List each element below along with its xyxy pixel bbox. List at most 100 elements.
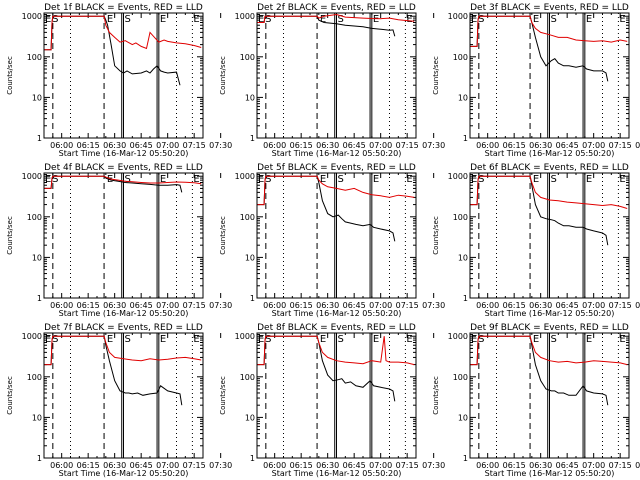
x-tick-label: 07:15 bbox=[183, 461, 206, 470]
event-marker-letter: E bbox=[45, 174, 51, 185]
y-tick-label: 1 bbox=[463, 134, 468, 143]
x-tick-label: 07:30 bbox=[422, 141, 445, 150]
detector-panel: Det 5f BLACK = Events, RED = LLD Start Ti… bbox=[219, 163, 445, 318]
y-tick-label: 100 bbox=[240, 373, 255, 382]
x-tick-label: 06:00 bbox=[50, 141, 73, 150]
x-tick-label: 07:15 bbox=[396, 461, 419, 470]
y-tick-label: 1000 bbox=[235, 332, 255, 341]
event-marker-letter: E bbox=[258, 14, 264, 25]
x-tick-label: 06:15 bbox=[77, 141, 100, 150]
event-marker-letter: E bbox=[373, 174, 379, 185]
y-tick-label: 10 bbox=[32, 253, 42, 262]
x-tick-label: 06:30 bbox=[316, 141, 339, 150]
event-marker-letter: S bbox=[52, 334, 58, 345]
plot-frame bbox=[469, 172, 630, 299]
panel-title: Det 9f BLACK = Events, RED = LLD bbox=[470, 323, 629, 333]
x-tick-label: 07:15 bbox=[609, 461, 632, 470]
y-tick-label: 10 bbox=[458, 253, 468, 262]
event-marker-letter: E bbox=[471, 174, 477, 185]
y-axis-label: Counts/sec bbox=[432, 216, 440, 255]
detector-panel: Det 2f BLACK = Events, RED = LLD Start Ti… bbox=[219, 3, 445, 158]
detector-panel: Det 6f BLACK = Events, RED = LLD Start Ti… bbox=[432, 163, 640, 318]
event-marker-letter: E bbox=[107, 14, 113, 25]
event-marker-letter: E bbox=[320, 14, 326, 25]
panel-title: Det 4f BLACK = Events, RED = LLD bbox=[44, 163, 203, 173]
y-tick-label: 1 bbox=[250, 294, 255, 303]
x-tick-label: 06:00 bbox=[263, 141, 286, 150]
y-axis-label: Counts/sec bbox=[219, 216, 227, 255]
detector-panel: Det 3f BLACK = Events, RED = LLD Start Ti… bbox=[432, 3, 640, 158]
x-tick-label: 06:30 bbox=[529, 301, 552, 310]
y-tick-label: 1 bbox=[463, 294, 468, 303]
detector-panel: Det 4f BLACK = Events, RED = LLD Start Ti… bbox=[6, 163, 232, 318]
event-marker-letter: E bbox=[258, 174, 264, 185]
y-axis-label: Counts/sec bbox=[219, 376, 227, 415]
lld-series-line bbox=[257, 13, 415, 23]
x-axis-label: Start Time (16-Mar-12 05:50:20) bbox=[272, 149, 402, 158]
x-axis-label: Start Time (16-Mar-12 05:50:20) bbox=[272, 309, 402, 318]
event-marker-letter: E bbox=[619, 174, 625, 185]
event-marker-letter: S bbox=[125, 334, 131, 345]
x-axis-label: Start Time (16-Mar-12 05:50:20) bbox=[485, 149, 615, 158]
x-tick-label: 06:15 bbox=[77, 301, 100, 310]
plot-frame bbox=[43, 332, 204, 459]
x-tick-label: 06:15 bbox=[290, 141, 313, 150]
event-marker-letter: S bbox=[478, 14, 484, 25]
y-axis-label: Counts/sec bbox=[6, 376, 14, 415]
event-marker-letter: E bbox=[373, 14, 379, 25]
event-marker-letter: E bbox=[320, 334, 326, 345]
x-tick-label: 06:15 bbox=[77, 461, 100, 470]
event-marker-letter: E bbox=[320, 174, 326, 185]
x-tick-label: 07:30 bbox=[635, 461, 640, 470]
event-marker-letter: S bbox=[265, 14, 271, 25]
event-marker-letter: E bbox=[160, 14, 166, 25]
event-marker-letter: E bbox=[160, 334, 166, 345]
x-tick-label: 06:15 bbox=[290, 461, 313, 470]
x-tick-label: 07:30 bbox=[635, 301, 640, 310]
lld-series-line bbox=[470, 335, 628, 366]
y-tick-label: 10 bbox=[245, 253, 255, 262]
x-tick-label: 06:30 bbox=[316, 301, 339, 310]
x-tick-label: 07:00 bbox=[156, 301, 179, 310]
lld-series-line bbox=[257, 335, 415, 366]
x-tick-label: 07:00 bbox=[582, 301, 605, 310]
panel-title: Det 2f BLACK = Events, RED = LLD bbox=[257, 3, 416, 13]
event-marker-letter: S bbox=[478, 174, 484, 185]
panel-title: Det 7f BLACK = Events, RED = LLD bbox=[44, 323, 203, 333]
event-marker-letter: E bbox=[160, 174, 166, 185]
event-marker-letter: E bbox=[373, 334, 379, 345]
x-tick-label: 07:15 bbox=[396, 301, 419, 310]
panel-title: Det 3f BLACK = Events, RED = LLD bbox=[470, 3, 629, 13]
y-axis-label: Counts/sec bbox=[6, 56, 14, 95]
event-marker-letter: S bbox=[338, 334, 344, 345]
event-marker-letter: S bbox=[338, 174, 344, 185]
y-tick-label: 100 bbox=[453, 53, 468, 62]
y-tick-label: 1 bbox=[250, 134, 255, 143]
y-tick-label: 10 bbox=[32, 93, 42, 102]
x-axis-label: Start Time (16-Mar-12 05:50:20) bbox=[485, 309, 615, 318]
x-tick-label: 07:00 bbox=[582, 141, 605, 150]
x-tick-label: 06:30 bbox=[103, 141, 126, 150]
x-tick-label: 06:45 bbox=[130, 461, 153, 470]
y-axis-label: Counts/sec bbox=[219, 56, 227, 95]
event-marker-letter: E bbox=[107, 334, 113, 345]
x-tick-label: 06:00 bbox=[476, 141, 499, 150]
x-tick-label: 07:00 bbox=[156, 141, 179, 150]
y-tick-label: 1000 bbox=[22, 332, 42, 341]
lld-series-line bbox=[44, 15, 202, 51]
event-marker-letter: E bbox=[586, 174, 592, 185]
x-tick-label: 07:30 bbox=[635, 141, 640, 150]
detector-panel: Det 8f BLACK = Events, RED = LLD Start Ti… bbox=[219, 323, 445, 478]
x-tick-label: 06:45 bbox=[130, 301, 153, 310]
x-tick-label: 06:45 bbox=[130, 141, 153, 150]
x-axis-label: Start Time (16-Mar-12 05:50:20) bbox=[485, 469, 615, 478]
x-tick-label: 06:00 bbox=[263, 461, 286, 470]
event-marker-letter: E bbox=[45, 334, 51, 345]
y-tick-label: 100 bbox=[453, 373, 468, 382]
event-marker-letter: E bbox=[193, 174, 199, 185]
event-marker-letter: E bbox=[193, 334, 199, 345]
x-tick-label: 07:00 bbox=[369, 301, 392, 310]
event-marker-letter: S bbox=[52, 14, 58, 25]
x-tick-label: 06:30 bbox=[103, 461, 126, 470]
